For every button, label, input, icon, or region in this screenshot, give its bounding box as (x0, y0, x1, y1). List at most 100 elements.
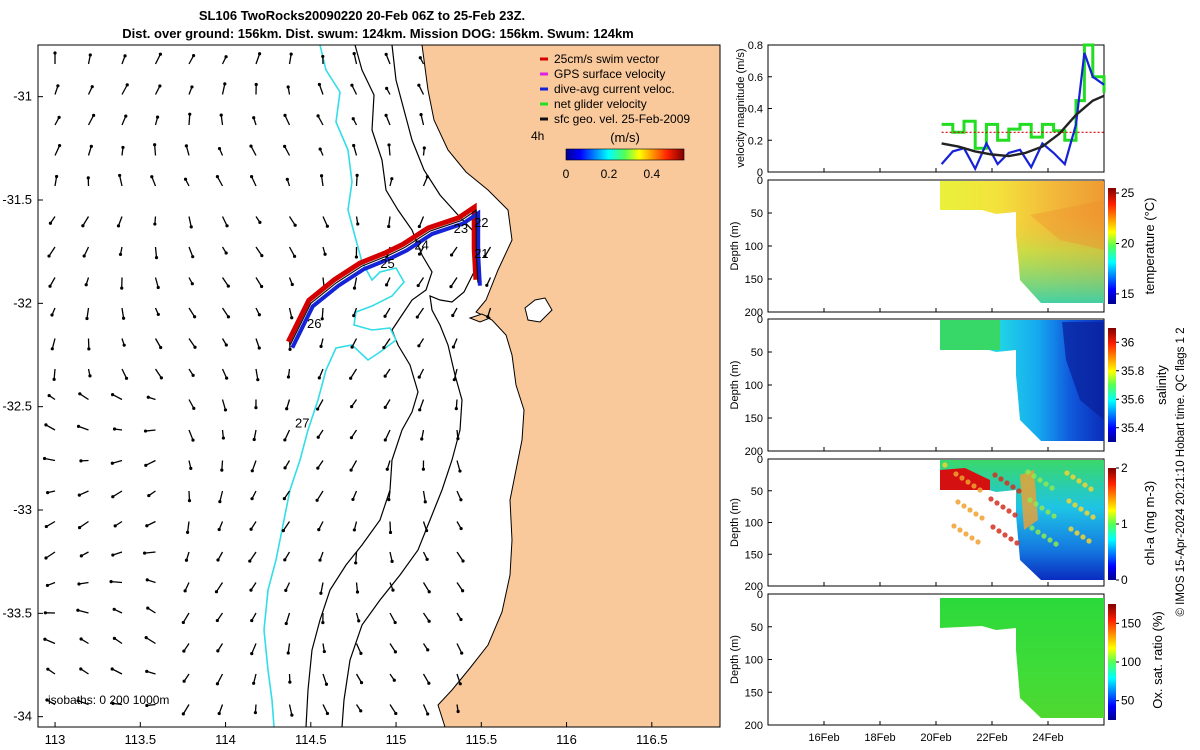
current-vector-head (288, 347, 292, 351)
current-vector-head (319, 591, 323, 595)
current-vector (419, 399, 425, 411)
map-x-axis: 113 113.5 114 114.5 115 115.5 116 116.5 (45, 722, 668, 747)
isobath-note: isobaths: 0 200 1000m (48, 693, 169, 707)
legend-label: dive-avg current veloc. (554, 82, 675, 96)
current-vector (353, 53, 358, 65)
current-vector-head (258, 220, 262, 224)
chla-dot (1031, 473, 1037, 479)
current-vector (351, 338, 358, 348)
current-vector (221, 307, 229, 318)
current-vector (355, 643, 362, 654)
time-step-label: 4h (531, 129, 544, 143)
speed-colorbar (565, 148, 685, 161)
speed-colorbar-tick: 0.4 (643, 167, 660, 181)
current-vector-head (351, 117, 355, 121)
current-vector (154, 338, 162, 348)
chla-dot (1010, 484, 1016, 490)
current-vector (251, 643, 257, 654)
chla-dot (1064, 470, 1070, 476)
current-vector-head (318, 147, 322, 151)
current-vector (79, 735, 88, 736)
current-vector (418, 216, 425, 227)
velocity-y-tick-label: 0.6 (748, 72, 763, 84)
current-vector-head (417, 344, 421, 348)
current-vector-head (112, 736, 115, 739)
colorbar-tick-label: 35.8 (1121, 364, 1145, 378)
chla-dot (988, 496, 994, 502)
chla-dot (990, 524, 996, 530)
colorbar-tick-label: 2 (1121, 461, 1128, 475)
current-vector-head (183, 177, 188, 181)
chla-dot (1070, 474, 1076, 480)
current-vector-head (290, 282, 294, 287)
chla-shelf-bloom (940, 468, 990, 490)
current-vector-head (146, 606, 150, 610)
current-vector (121, 368, 128, 379)
current-vector-head (144, 463, 148, 467)
current-vector (79, 490, 89, 496)
current-vector-head (352, 528, 356, 532)
current-vector (112, 490, 123, 498)
land-mass (421, 45, 720, 727)
current-vector-head (57, 115, 61, 119)
velocity-y-tick-label: 0.8 (748, 40, 763, 52)
current-vector-head (321, 620, 325, 625)
current-vector (146, 520, 156, 527)
current-vector-head (252, 116, 256, 120)
current-vector-head (449, 285, 453, 289)
current-vector-head (354, 561, 358, 565)
current-vector (417, 277, 425, 286)
current-vector-head (320, 317, 324, 321)
time-tick-label: 24Feb (1032, 732, 1063, 744)
chla-dot (1029, 525, 1035, 531)
chla-dot (1008, 536, 1014, 542)
chla-dot (1090, 514, 1096, 520)
velocity-y-tick-label: 0.4 (748, 104, 763, 116)
colorbar-tick-label: 0 (1121, 573, 1128, 587)
current-vector-head (252, 437, 256, 442)
current-vector-head (427, 619, 431, 623)
chla-dot (1000, 504, 1006, 510)
current-vector (154, 85, 161, 95)
current-vector-head (224, 343, 228, 347)
current-vector-head (76, 608, 80, 612)
current-vector-head (79, 637, 83, 641)
current-vector-head (256, 744, 259, 747)
current-vector-head (44, 524, 48, 529)
current-vector-head (113, 524, 117, 528)
current-vector-head (214, 590, 219, 594)
current-vector-head (451, 345, 456, 349)
current-vector (188, 55, 195, 65)
current-vector-head (53, 51, 57, 55)
time-tick-label: 22Feb (976, 732, 1007, 744)
current-vector-head (418, 56, 422, 60)
current-vector-head (191, 438, 195, 442)
current-vector-head (89, 144, 93, 148)
current-vector-head (458, 682, 462, 686)
current-vector-head (46, 491, 50, 495)
current-vector-head (289, 52, 293, 56)
depth-tick-label: 150 (745, 274, 763, 286)
velocity-panel: 0 0.2 0.4 0.6 0.8 velocity magnitude (m/s) (735, 40, 1106, 179)
current-vector-head (253, 711, 257, 715)
current-vector-head (88, 53, 92, 57)
current-vector-head (250, 497, 254, 501)
current-vector-head (461, 589, 465, 593)
current-vector (288, 307, 293, 318)
current-vector-head (282, 497, 286, 501)
current-vector-head (383, 374, 387, 378)
track-current-vectors (290, 209, 482, 349)
current-vector-head (325, 224, 329, 228)
depth-tick-label: 100 (745, 380, 763, 392)
current-vector (288, 704, 293, 716)
current-vector (45, 551, 56, 559)
speed-colorbar-tick: 0 (563, 167, 570, 181)
depth-axis-label: Depth (m) (729, 498, 741, 547)
current-vector-head (250, 618, 254, 623)
current-vector-head (184, 558, 189, 562)
current-vector-head (118, 173, 122, 178)
current-vector-head (248, 559, 252, 563)
current-vector (351, 84, 358, 95)
current-vector-head (47, 393, 51, 398)
glider-track (286, 202, 482, 349)
